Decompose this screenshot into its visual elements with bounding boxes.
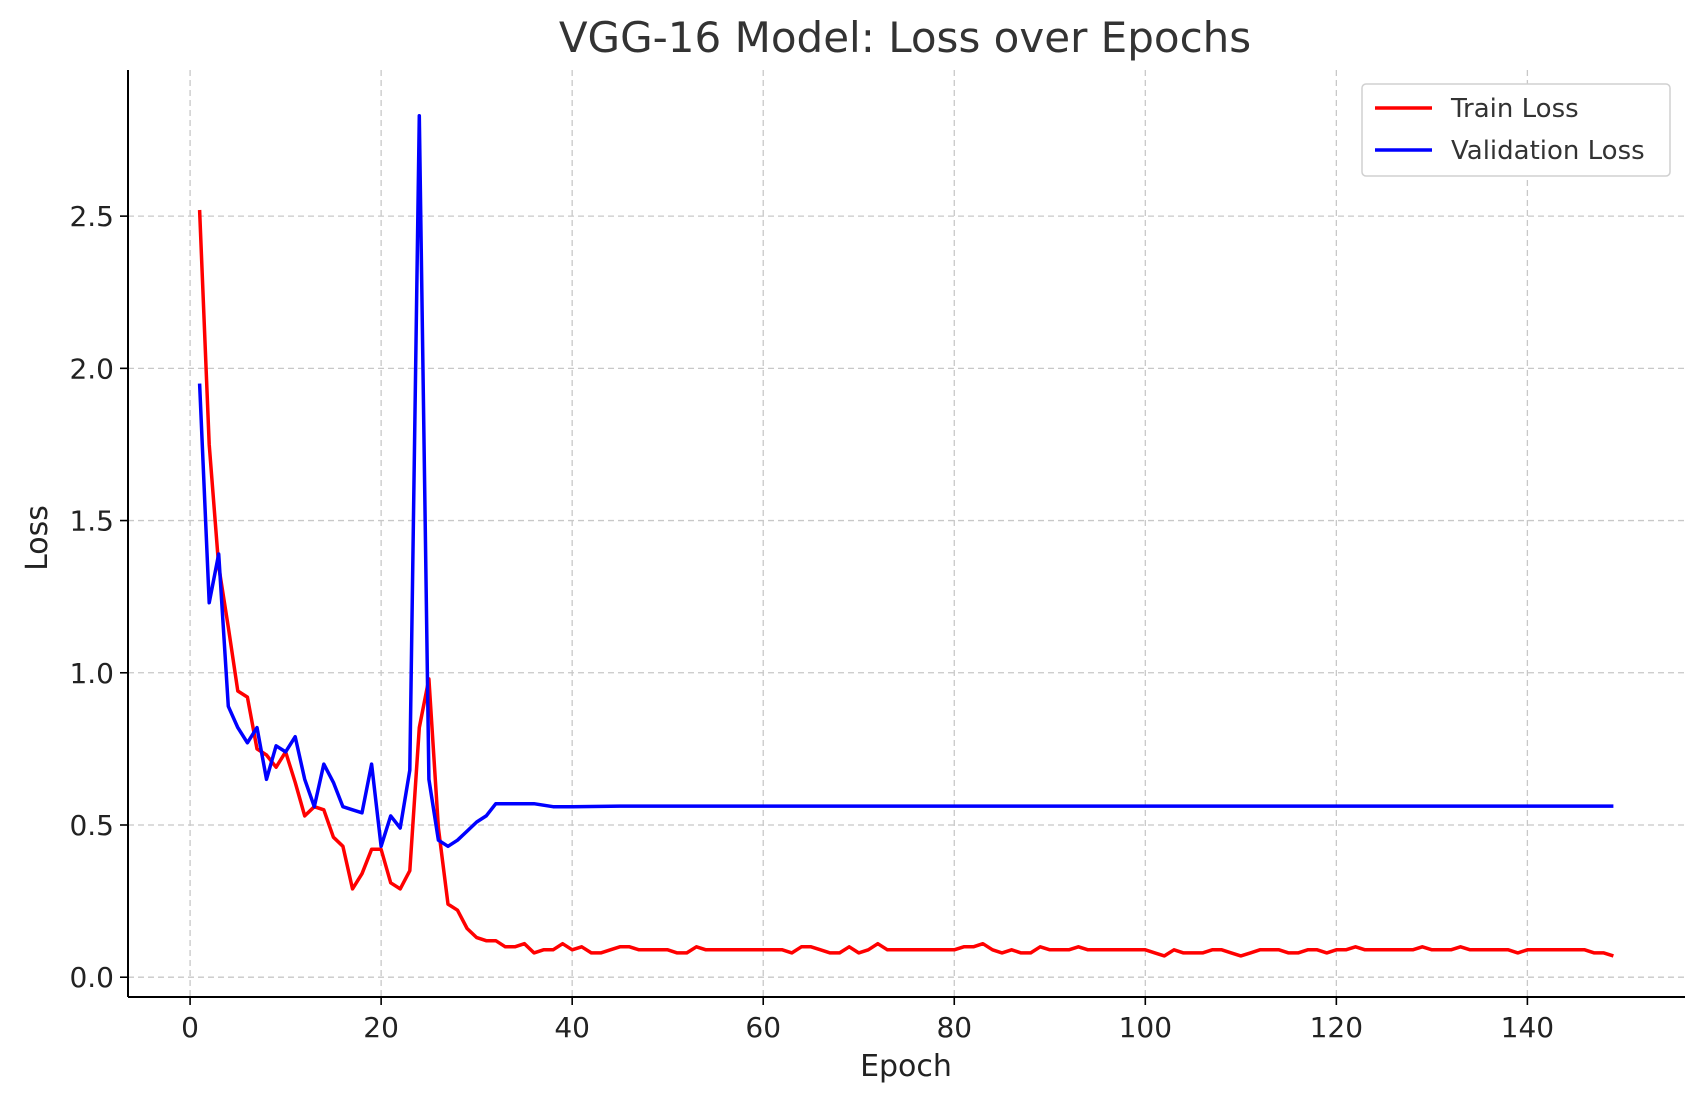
y-tick-label: 1.0	[69, 657, 114, 690]
series-lines	[197, 113, 1614, 958]
series-line-train-loss	[197, 209, 1614, 958]
axes	[127, 70, 1685, 998]
y-tick-label: 0.5	[69, 809, 114, 842]
x-tick-label: 140	[1501, 1011, 1554, 1044]
x-tick-label: 120	[1310, 1011, 1363, 1044]
grid	[128, 70, 1685, 997]
x-axis-title: Epoch	[860, 1049, 952, 1084]
x-tick-label: 60	[745, 1011, 781, 1044]
x-tick-label: 0	[181, 1011, 199, 1044]
x-tick-label: 80	[936, 1011, 972, 1044]
y-tick-label: 1.5	[69, 505, 114, 538]
x-tick-label: 40	[554, 1011, 590, 1044]
series-line-validation-loss	[197, 113, 1614, 849]
chart-title: VGG-16 Model: Loss over Epochs	[559, 13, 1251, 62]
y-tick-label: 2.5	[69, 200, 114, 233]
legend-label-train-loss: Train Loss	[1450, 94, 1579, 124]
x-ticks: 0 20 40 60 80 100 120 140	[181, 997, 1554, 1044]
x-tick-label: 100	[1119, 1011, 1172, 1044]
x-tick-label: 20	[363, 1011, 399, 1044]
legend-box	[1361, 83, 1671, 177]
y-ticks: 0.0 0.5 1.0 1.5 2.0 2.5	[69, 200, 128, 994]
legend-label-validation-loss: Validation Loss	[1451, 136, 1645, 166]
legend: Train Loss Validation Loss	[1361, 83, 1671, 177]
y-tick-label: 2.0	[69, 352, 114, 385]
y-tick-label: 0.0	[69, 961, 114, 994]
y-axis-title: Loss	[20, 505, 55, 571]
